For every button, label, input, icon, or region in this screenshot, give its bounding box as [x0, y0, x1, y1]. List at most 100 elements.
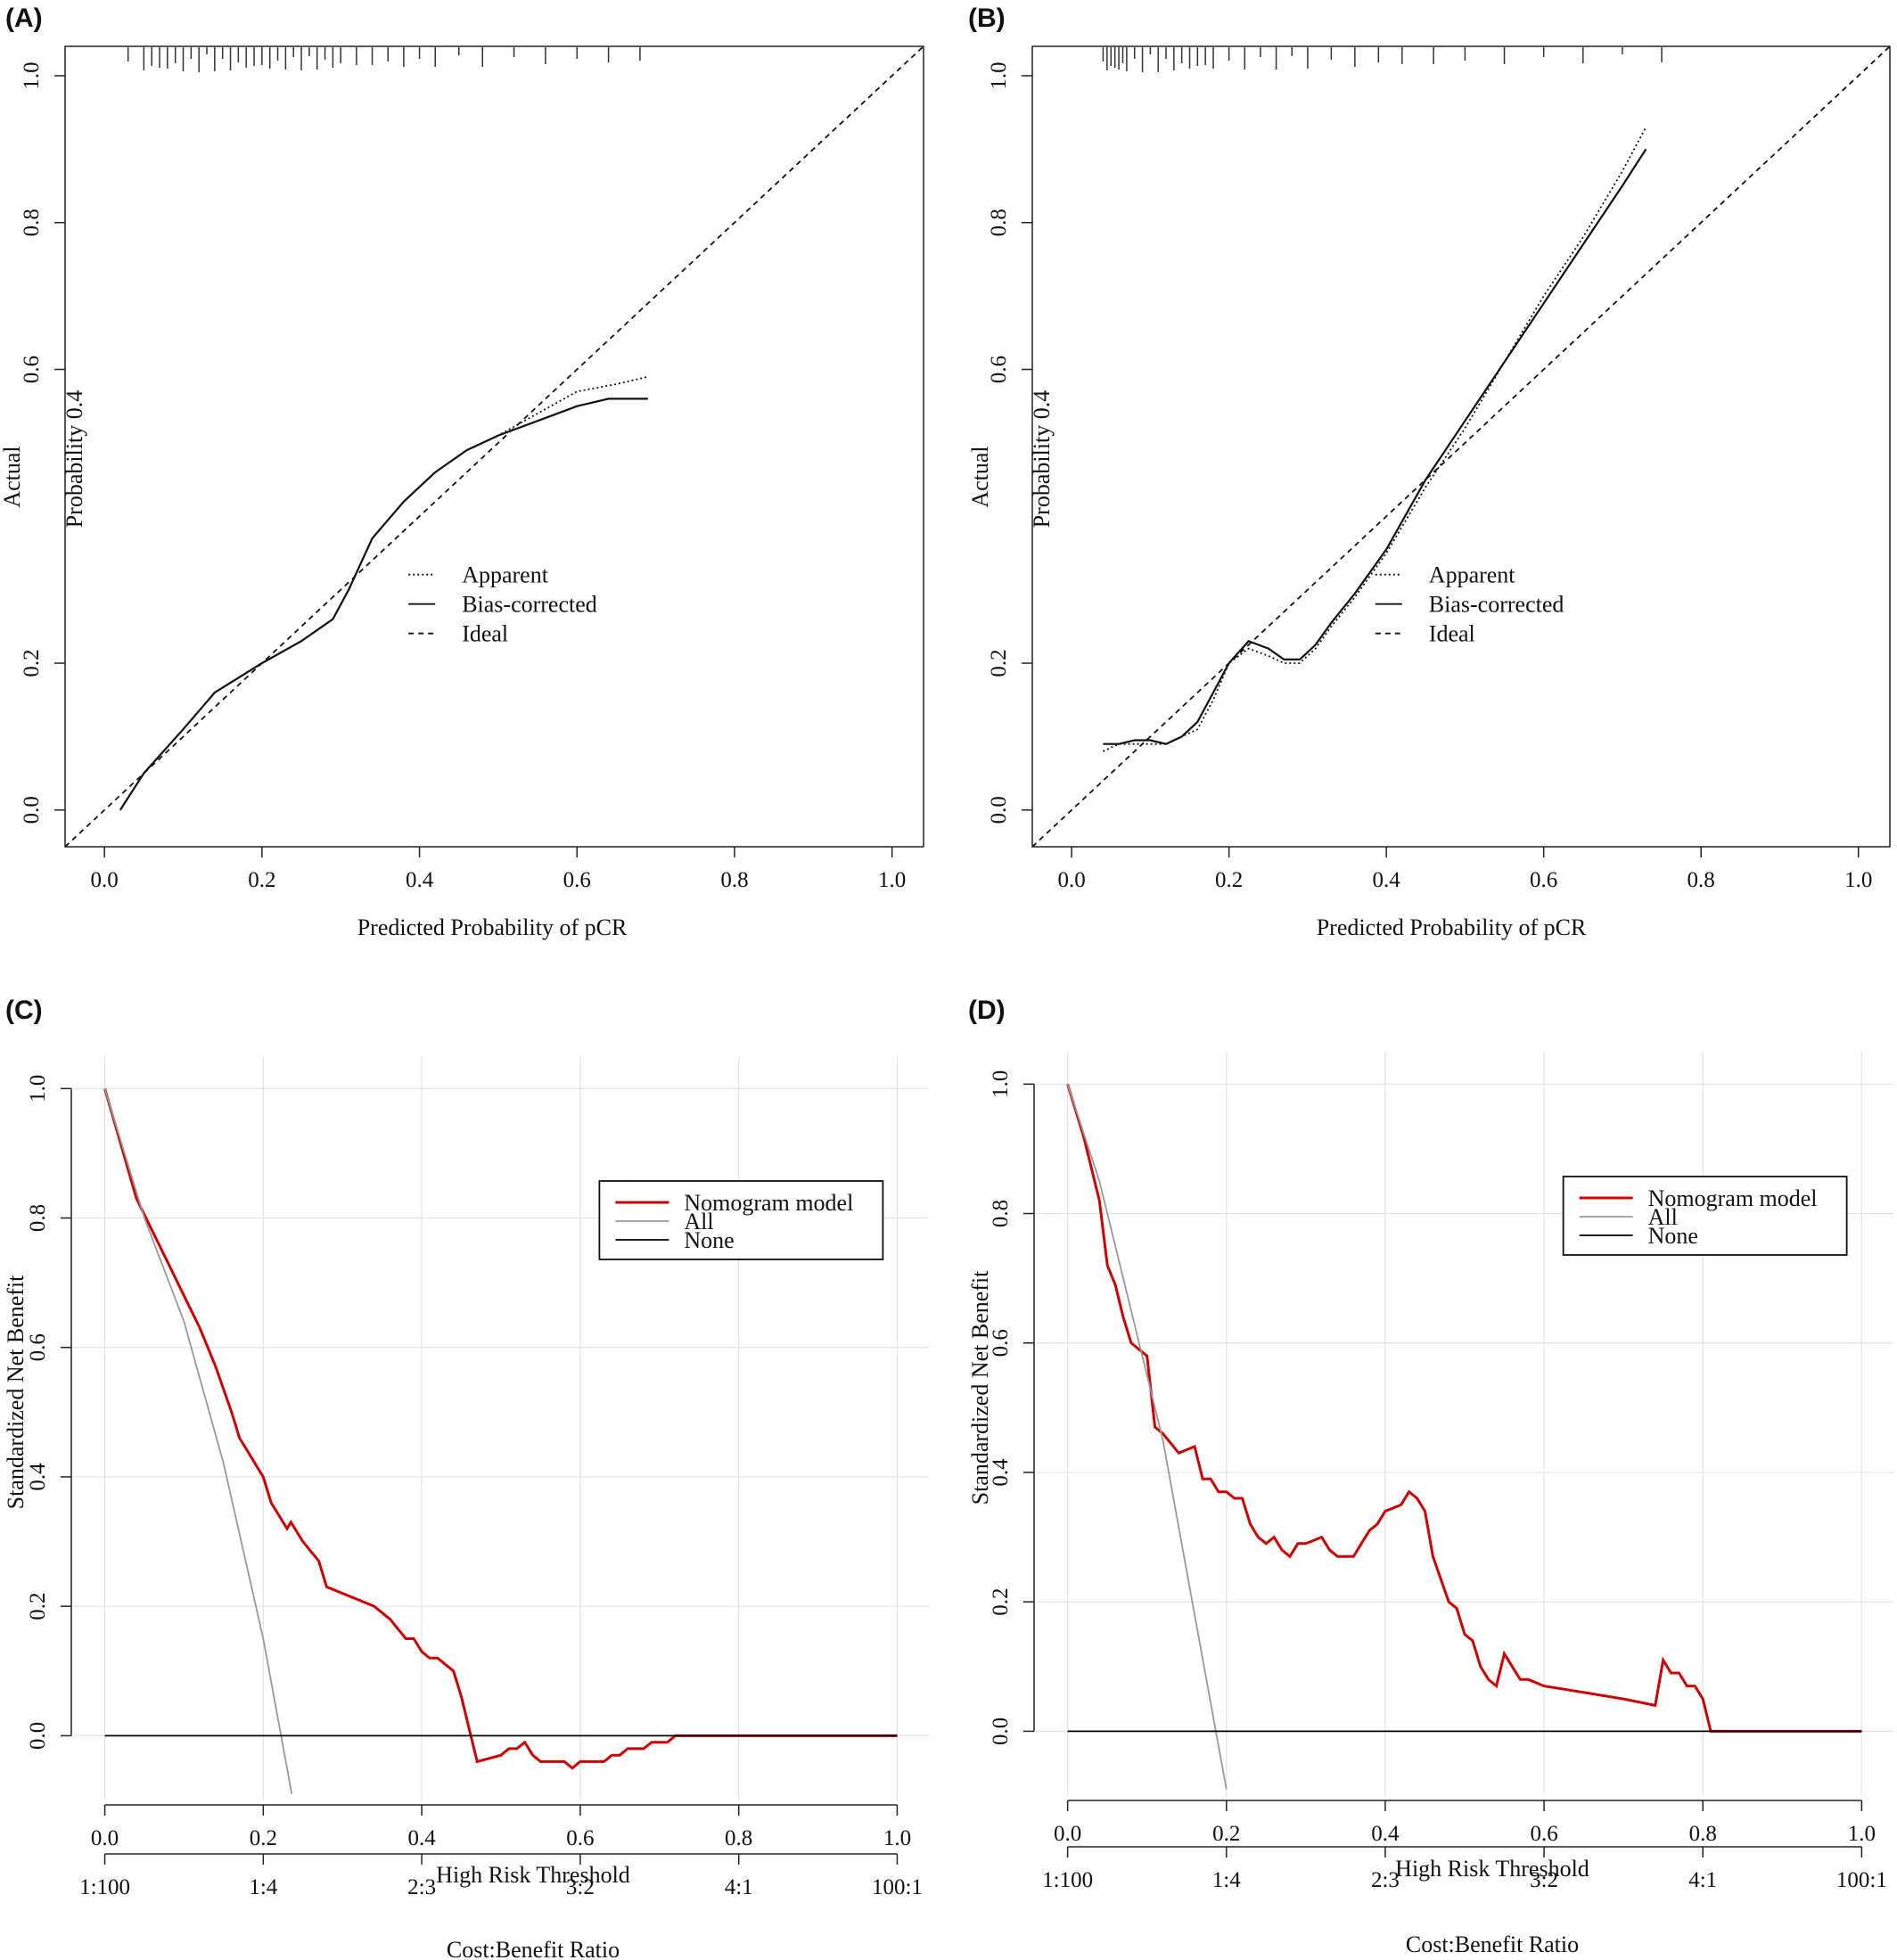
panel-c-ytick-label: 0.0 [26, 1722, 50, 1750]
panel-a-xtick-label: 0.0 [91, 868, 119, 892]
panel-b-plot-frame [1031, 45, 1891, 848]
panel-b-label: (B) [968, 4, 1006, 33]
panel-b-ytick-label: 0.6 [987, 356, 1011, 383]
panel-b-ylabel-overlay: Probability 0.4 [1029, 390, 1055, 529]
panel-c-cb-tick-label: 4:1 [725, 1875, 753, 1899]
panel-a-ytick-label: 1.0 [20, 62, 44, 89]
panel-b-series-bias-corrected [1103, 148, 1647, 745]
panel-c-xtick-label: 0.8 [725, 1826, 752, 1850]
panel-d-legend-label: Nomogram model [1648, 1185, 1818, 1211]
panel-a-ytick-label: 0.2 [20, 649, 44, 677]
panel-c-cb-tick-label: 2:3 [407, 1875, 436, 1899]
panel-c-legend-label: All [684, 1209, 713, 1234]
panel-a-plot-frame [64, 45, 924, 848]
panel-c-series-all [103, 1088, 293, 1794]
panel-b-xtick-label: 0.8 [1688, 868, 1715, 892]
panel-d-cb-tick-label: 4:1 [1688, 1868, 1717, 1892]
panel-a-ytick-label: 0.8 [20, 209, 44, 236]
panel-d-xtick-label: 0.4 [1371, 1822, 1400, 1846]
panel-c-ytick-label: 1.0 [26, 1075, 50, 1103]
panel-b-ytick-label: 1.0 [987, 62, 1011, 89]
panel-c-ytick-label: 0.6 [26, 1333, 50, 1361]
panel-c-decision-curve: (C) 0.0 0.2 0.4 0.6 0.8 1.0 0.0 0.2 0.4 0.6 0.8 1.… [3, 996, 929, 1960]
panel-d-xtick-label: 0.2 [1212, 1822, 1240, 1846]
panel-c-cb-tick-label: 1:100 [79, 1875, 130, 1899]
panel-b-series-apparent [1103, 127, 1647, 752]
panel-d-cb-tick-label: 3:2 [1530, 1868, 1558, 1892]
panel-a-xtick-label: 0.4 [406, 868, 434, 892]
panel-b-legend-label: Bias-corrected [1429, 592, 1564, 618]
panel-a-legend-label: Apparent [462, 562, 549, 588]
panel-b-ytick-label: 0.8 [987, 209, 1011, 236]
panel-c-xtick-label: 0.2 [250, 1826, 277, 1850]
panel-c-legend-label: Nomogram model [684, 1190, 853, 1216]
panel-c-xlabel: High Risk Threshold [436, 1862, 630, 1888]
panel-c-ylabel: Standardized Net Benefit [3, 1275, 29, 1510]
panel-d-ylabel: Standardized Net Benefit [967, 1270, 993, 1505]
panel-c-xtick-label: 0.6 [566, 1826, 594, 1850]
panel-a-ylabel: Actual [0, 446, 25, 507]
panel-c-cb-tick-label: 3:2 [566, 1875, 595, 1899]
panel-a-xtick-label: 0.8 [720, 868, 748, 892]
panel-c-xtick-label: 0.4 [407, 1826, 436, 1850]
panel-c-ytick-label: 0.2 [26, 1593, 50, 1620]
panel-b-legend-label: Apparent [1429, 562, 1516, 588]
panel-c-legend-label: None [684, 1227, 734, 1253]
panel-c-label: (C) [5, 996, 43, 1025]
panel-d-ytick-label: 0.0 [989, 1718, 1013, 1745]
panel-c-ytick-label: 0.4 [26, 1463, 50, 1491]
panel-c-cb-tick-label: 100:1 [872, 1875, 923, 1899]
panel-c-ytick-label: 0.8 [26, 1204, 50, 1232]
panel-b-series-ideal [1032, 46, 1890, 847]
panel-a-legend: Apparent Bias-corrected Ideal [408, 562, 597, 647]
panel-b-xlabel: Predicted Probability of pCR [1317, 914, 1587, 940]
panel-a-series-bias-corrected [119, 398, 648, 811]
panel-d-xtick-label: 0.6 [1530, 1822, 1557, 1846]
panel-d-ytick-label: 1.0 [989, 1070, 1013, 1098]
panel-a-calibration: (A) 0.0 0.2 0.4 0.6 0.8 1.0 0.0 0.2 0.6 0.8 1.0 P… [0, 4, 924, 940]
panel-d-legend-box [1562, 1176, 1848, 1256]
panel-b-calibration: (B) 0.0 0.2 0.4 0.6 0.8 1.0 0.0 0.2 0.6 0.8 1.0 P… [967, 4, 1891, 940]
panel-b-legend-label: Ideal [1429, 621, 1475, 647]
panel-d-series-all [1066, 1084, 1228, 1790]
panel-c-cb-tick-label: 1:4 [249, 1875, 277, 1899]
panel-d-ytick-label: 0.6 [989, 1329, 1013, 1357]
panel-a-legend-label: Ideal [462, 621, 508, 647]
panel-d-legend-label: None [1648, 1223, 1698, 1249]
panel-b-legend: Apparent Bias-corrected Ideal [1375, 562, 1564, 647]
panel-b-xtick-label: 0.4 [1373, 868, 1401, 892]
panel-d-decision-curve: (D) 0.0 0.2 0.4 0.6 0.8 1.0 0.0 0.2 0.4 0.6 0.8 1.… [967, 996, 1893, 1957]
panel-d-cb-tick-label: 2:3 [1371, 1868, 1400, 1892]
panel-a-xlabel: Predicted Probability of pCR [357, 914, 628, 940]
panel-d-cb-tick-label: 1:100 [1042, 1868, 1093, 1892]
panel-c-xlabel2: Cost:Benefit Ratio [447, 1937, 620, 1960]
panel-c-xtick-label: 0.0 [91, 1826, 119, 1850]
panel-a-ytick-label: 0.0 [20, 796, 44, 824]
panel-d-xtick-label: 0.0 [1054, 1822, 1081, 1846]
panel-a-legend-label: Bias-corrected [462, 592, 597, 618]
panel-b-xtick-label: 0.6 [1530, 868, 1557, 892]
panel-b-xtick-label: 1.0 [1844, 868, 1872, 892]
panel-d-xlabel: High Risk Threshold [1395, 1856, 1589, 1882]
panel-d-xtick-label: 0.8 [1689, 1822, 1717, 1846]
panel-d-legend-label: All [1648, 1204, 1678, 1230]
panel-d-xtick-label: 1.0 [1848, 1822, 1876, 1846]
panel-a-ytick-label: 0.6 [20, 356, 44, 383]
panel-b-xtick-label: 0.2 [1215, 868, 1243, 892]
panel-a-xtick-label: 0.2 [248, 868, 275, 892]
panel-a-ylabel-overlay: Probability 0.4 [62, 390, 87, 529]
panel-d-cb-tick-label: 1:4 [1212, 1868, 1241, 1892]
panel-d-xlabel2: Cost:Benefit Ratio [1406, 1931, 1579, 1957]
panel-b-ytick-label: 0.0 [987, 796, 1011, 824]
panel-c-xtick-label: 1.0 [883, 1826, 911, 1850]
panel-d-label: (D) [968, 996, 1006, 1025]
panel-c-legend-box [598, 1180, 884, 1260]
panel-d-series-nomogram-model [1066, 1083, 1862, 1733]
panel-b-ytick-label: 0.2 [987, 649, 1011, 677]
panel-d-ytick-label: 0.8 [989, 1200, 1013, 1227]
panel-d-ytick-label: 0.4 [989, 1458, 1013, 1487]
panel-c-series-nomogram-model [103, 1087, 898, 1770]
